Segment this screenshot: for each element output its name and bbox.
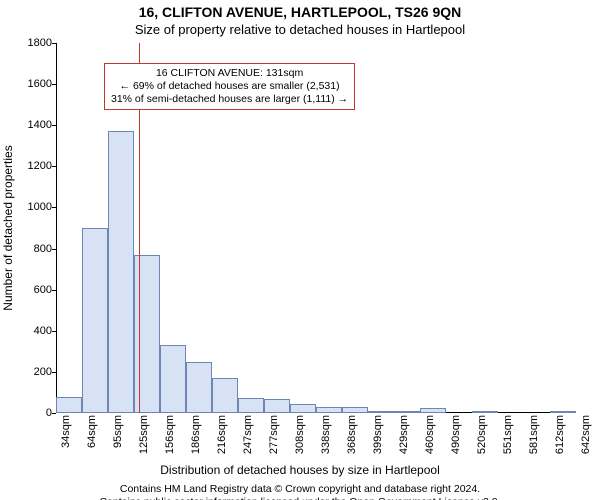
y-tick-mark xyxy=(52,331,56,332)
x-tick-label: 520sqm xyxy=(476,415,488,475)
histogram-bar xyxy=(550,411,576,413)
histogram-chart: Number of detached properties 0200400600… xyxy=(56,43,576,413)
histogram-bar xyxy=(342,407,368,413)
page-title: 16, CLIFTON AVENUE, HARTLEPOOL, TS26 9QN xyxy=(0,4,600,20)
histogram-bar xyxy=(160,345,186,413)
x-tick-label: 216sqm xyxy=(216,415,228,475)
x-tick-label: 581sqm xyxy=(528,415,540,475)
y-tick-label: 200 xyxy=(12,366,52,378)
y-axis-line xyxy=(56,43,57,413)
x-tick-label: 34sqm xyxy=(60,415,72,475)
annotation-line: 31% of semi-detached houses are larger (… xyxy=(111,93,348,106)
credits: Contains HM Land Registry data © Crown c… xyxy=(0,483,600,500)
y-tick-mark xyxy=(52,290,56,291)
y-tick-mark xyxy=(52,43,56,44)
x-tick-label: 551sqm xyxy=(502,415,514,475)
histogram-bar xyxy=(264,399,290,413)
histogram-bar xyxy=(82,228,108,413)
x-tick-label: 612sqm xyxy=(554,415,566,475)
x-tick-label: 277sqm xyxy=(268,415,280,475)
y-tick-label: 600 xyxy=(12,284,52,296)
x-tick-label: 429sqm xyxy=(398,415,410,475)
x-tick-label: 125sqm xyxy=(138,415,150,475)
plot-area: 02004006008001000120014001600180034sqm64… xyxy=(56,43,576,413)
annotation-line: ← 69% of detached houses are smaller (2,… xyxy=(111,80,348,93)
histogram-bar xyxy=(56,397,82,413)
x-tick-label: 156sqm xyxy=(164,415,176,475)
x-tick-label: 460sqm xyxy=(424,415,436,475)
y-tick-mark xyxy=(52,84,56,85)
y-tick-label: 400 xyxy=(12,325,52,337)
x-tick-label: 338sqm xyxy=(320,415,332,475)
y-tick-label: 1000 xyxy=(12,201,52,213)
histogram-bar xyxy=(394,411,420,413)
annotation-box: 16 CLIFTON AVENUE: 131sqm← 69% of detach… xyxy=(104,63,355,110)
histogram-bar xyxy=(186,362,212,413)
histogram-bar xyxy=(290,404,316,413)
x-tick-label: 368sqm xyxy=(346,415,358,475)
histogram-bar xyxy=(316,407,342,413)
y-tick-label: 1800 xyxy=(12,37,52,49)
x-tick-label: 186sqm xyxy=(190,415,202,475)
y-tick-label: 1400 xyxy=(12,119,52,131)
histogram-bar xyxy=(368,411,394,413)
annotation-line: 16 CLIFTON AVENUE: 131sqm xyxy=(111,67,348,80)
y-tick-mark xyxy=(52,166,56,167)
y-tick-label: 800 xyxy=(12,243,52,255)
x-tick-label: 490sqm xyxy=(450,415,462,475)
y-tick-label: 0 xyxy=(12,407,52,419)
credits-line-1: Contains HM Land Registry data © Crown c… xyxy=(0,483,600,496)
x-tick-label: 247sqm xyxy=(242,415,254,475)
histogram-bar xyxy=(238,398,264,413)
y-tick-mark xyxy=(52,249,56,250)
histogram-bar xyxy=(212,378,238,413)
x-tick-label: 399sqm xyxy=(372,415,384,475)
y-tick-mark xyxy=(52,372,56,373)
x-tick-label: 64sqm xyxy=(86,415,98,475)
credits-line-2: Contains public sector information licen… xyxy=(0,496,600,500)
x-tick-label: 308sqm xyxy=(294,415,306,475)
y-tick-mark xyxy=(52,207,56,208)
x-tick-label: 642sqm xyxy=(580,415,592,475)
histogram-bar xyxy=(108,131,134,413)
y-tick-label: 1600 xyxy=(12,78,52,90)
y-tick-mark xyxy=(52,413,56,414)
histogram-bar xyxy=(134,255,160,413)
y-tick-mark xyxy=(52,125,56,126)
y-tick-label: 1200 xyxy=(12,160,52,172)
x-tick-label: 95sqm xyxy=(112,415,124,475)
page-subtitle: Size of property relative to detached ho… xyxy=(0,22,600,37)
histogram-bar xyxy=(420,408,446,413)
histogram-bar xyxy=(472,411,498,413)
